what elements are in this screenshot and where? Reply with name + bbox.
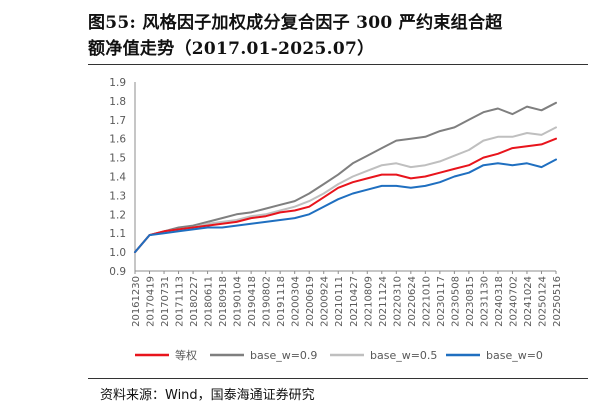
x-tick-label: 20241024 [523,276,534,327]
legend-label-2: base_w=0.5 [370,349,437,362]
y-tick-label: 0.9 [109,266,126,278]
series-line-1 [134,101,557,254]
y-tick-label: 1.2 [109,209,126,221]
y-tick-label: 1.0 [109,247,126,259]
y-tick-label: 1.3 [109,190,126,202]
x-tick-label: 20190104 [233,276,244,327]
source-divider [88,378,588,379]
x-tick-label: 20240702 [508,276,519,327]
y-tick-label: 1.6 [109,134,126,146]
x-tick-label: 20250516 [552,276,563,327]
x-tick-label: 20250124 [537,276,548,327]
source-note: 资料来源：Wind，国泰海通证券研究 [100,388,315,403]
x-tick-label: 20210809 [363,276,374,327]
title-line-1: 图55: 风格因子加权成分复合因子 300 严约束组合超 [88,13,503,33]
legend-label-3: base_w=0 [486,349,543,362]
x-tick-label: 20240318 [494,276,505,327]
series-line-0 [134,137,557,254]
x-tick-label: 20171113 [175,276,186,327]
x-tick-label: 20220624 [407,276,418,327]
x-tick-label: 20190418 [247,276,258,327]
title-line-2: 额净值走势（2017.01-2025.07） [88,39,375,59]
title-divider [88,64,588,65]
x-tick-label: 20230508 [450,276,461,327]
legend-label-1: base_w=0.9 [250,349,317,362]
y-tick-label: 1.1 [109,228,126,240]
x-tick-label: 20230815 [465,276,476,327]
x-tick-label: 20231130 [479,276,490,327]
y-tick-label: 1.7 [109,115,126,127]
y-tick-label: 1.8 [109,96,126,108]
x-tick-label: 20210427 [349,276,360,327]
x-tick-label: 20170731 [160,276,171,327]
x-tick-label: 20180611 [204,276,215,327]
chart-title: 图55: 风格因子加权成分复合因子 300 严约束组合超 额净值走势（2017.… [88,10,593,62]
x-tick-label: 20161230 [131,276,142,327]
x-tick-label: 20180227 [189,276,200,327]
y-tick-label: 1.5 [109,153,126,165]
series-line-2 [134,126,557,254]
x-tick-label: 20230117 [436,276,447,327]
x-tick-label: 20210111 [334,276,345,327]
y-tick-label: 1.4 [109,172,126,184]
y-tick-label: 1.9 [109,77,126,89]
x-tick-label: 20191118 [276,276,287,327]
legend-label-0: 等权 [175,348,197,362]
series-line-3 [134,158,557,254]
x-tick-label: 20190802 [262,276,273,327]
x-tick-label: 20221010 [421,276,432,327]
x-tick-label: 20200304 [291,276,302,327]
x-tick-label: 20200924 [320,276,331,327]
x-tick-label: 20180918 [218,276,229,327]
x-tick-label: 20220310 [392,276,403,327]
x-tick-label: 20200619 [305,276,316,327]
x-tick-label: 20211124 [378,276,389,327]
x-tick-label: 20170419 [146,276,157,327]
